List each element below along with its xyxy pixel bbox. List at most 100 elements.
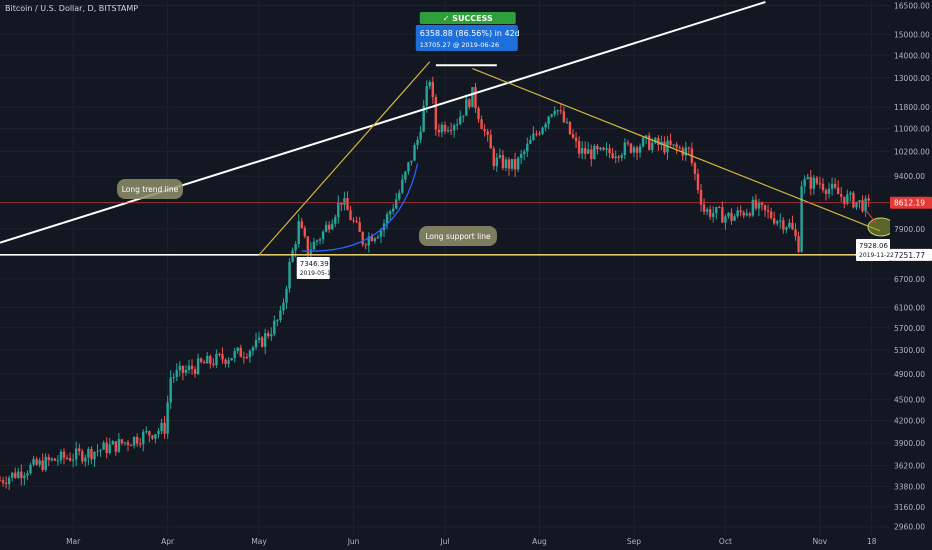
candle-body-182 [553,110,556,115]
time-axis[interactable]: Mar Apr May Jun Jul Aug Sep Oct Nov 18 [0,535,932,550]
target-date-text: 2019-11-22 [859,252,894,259]
candle-body-275 [836,187,840,195]
price-tick-6: 4500.00 [894,396,925,405]
candle-body-262 [797,236,800,252]
time-tick-9: 18 [867,537,877,546]
candle-body-252 [766,210,770,212]
candle-body-24 [71,459,75,461]
price-tick-9: 5700.00 [894,324,925,333]
price-tick-16: 10200.00 [894,147,930,156]
price-badge-1: 7251.77 [894,251,925,260]
candle-body-128 [388,211,392,215]
candle-body-25 [74,448,78,460]
candle-body-157 [477,108,480,120]
candle-body-92 [279,310,282,320]
candle-body-66 [199,358,203,362]
candle-body-134 [407,162,410,172]
candle-body-232 [705,209,709,212]
candle-body-242 [736,210,739,217]
candle-body-106 [321,231,325,240]
candle-body-204 [620,155,623,158]
candle-body-107 [324,224,328,232]
candle-body-63 [190,365,194,370]
candle-body-208 [632,147,636,153]
candle-body-236 [718,207,721,209]
candle-body-164 [498,155,502,158]
candle-body-146 [443,124,447,132]
candle-body-250 [760,202,764,206]
candle-body-43 [129,445,133,447]
candle-body-171 [519,154,523,158]
time-tick-1: Apr [161,537,175,546]
price-tick-8: 5300.00 [894,346,925,355]
candle-body-175 [532,133,535,140]
candle-body-155 [471,87,474,108]
success-badge-bg [419,12,516,24]
candle-body-156 [474,87,477,109]
price-tick-10: 6100.00 [894,303,925,312]
candle-body-190 [577,141,581,154]
candle-body-85 [257,337,261,340]
candle-body-98 [297,221,300,245]
candle-body-112 [340,202,343,205]
candle-body-34 [102,442,105,450]
candle-body-52 [157,430,160,435]
candle-body-1 [1,480,5,483]
candle-body-127 [385,214,389,224]
candle-body-70 [212,363,215,366]
candle-body-36 [108,444,111,454]
price-axis[interactable]: 2960.00 3160.00 3380.00 3620.00 3900.00 4200.… [890,0,932,550]
price-tick-0: 2960.00 [894,523,925,532]
candle-body-270 [821,183,825,191]
candle-body-193 [587,149,590,154]
candle-body-116 [352,220,355,222]
candle-body-282 [858,200,861,202]
candle-body-93 [282,302,285,311]
candle-body-50 [151,435,154,439]
candle-body-269 [818,183,822,185]
candle-body-209 [635,147,639,153]
candle-body-7 [20,471,23,479]
success-badge-text: ✓ SUCCESS [443,14,493,23]
candle-body-150 [455,124,459,126]
candle-body-82 [248,350,252,358]
price-tick-3: 3620.00 [894,462,925,471]
candle-body-141 [428,81,431,87]
annotation-labels: ✓ SUCCESS 6358.88 (86.56%) in 42d 13705.27… [117,12,894,279]
target-label-bg [856,238,890,261]
time-tick-2: May [251,537,267,546]
candle-body-159 [483,129,486,132]
price-tick-21: 15000.00 [894,30,930,39]
candle-body-84 [254,339,258,348]
candle-body-276 [840,194,843,197]
candle-body-188 [571,134,575,138]
candle-body-248 [754,199,758,209]
candle-body-73 [221,354,224,360]
low-label-bg [296,256,330,279]
candle-body-212 [644,135,648,138]
candle-body-42 [126,442,130,446]
candle-body-192 [584,147,587,154]
candle-body-20 [59,451,63,461]
candle-body-100 [303,228,306,237]
candle-body-65 [196,358,200,374]
candle-body-229 [696,173,700,190]
candle-body-228 [693,163,697,174]
candle-body-174 [529,139,532,144]
candle-body-121 [367,236,371,246]
candle-body-170 [516,157,520,170]
candle-body-125 [379,230,383,237]
price-tick-1: 3160.00 [894,503,925,512]
candle-body-13 [38,460,41,465]
target-price-text: 7928.06 [859,242,888,250]
candle-body-163 [495,157,499,167]
candlesticks [0,76,870,491]
candle-body-3 [7,477,11,485]
candle-body-78 [236,347,239,352]
candle-body-72 [218,353,221,355]
candle-body-80 [242,357,246,359]
low-date-text: 2019-05-15 [300,270,335,277]
candle-body-31 [93,451,96,460]
candle-body-86 [260,337,264,347]
